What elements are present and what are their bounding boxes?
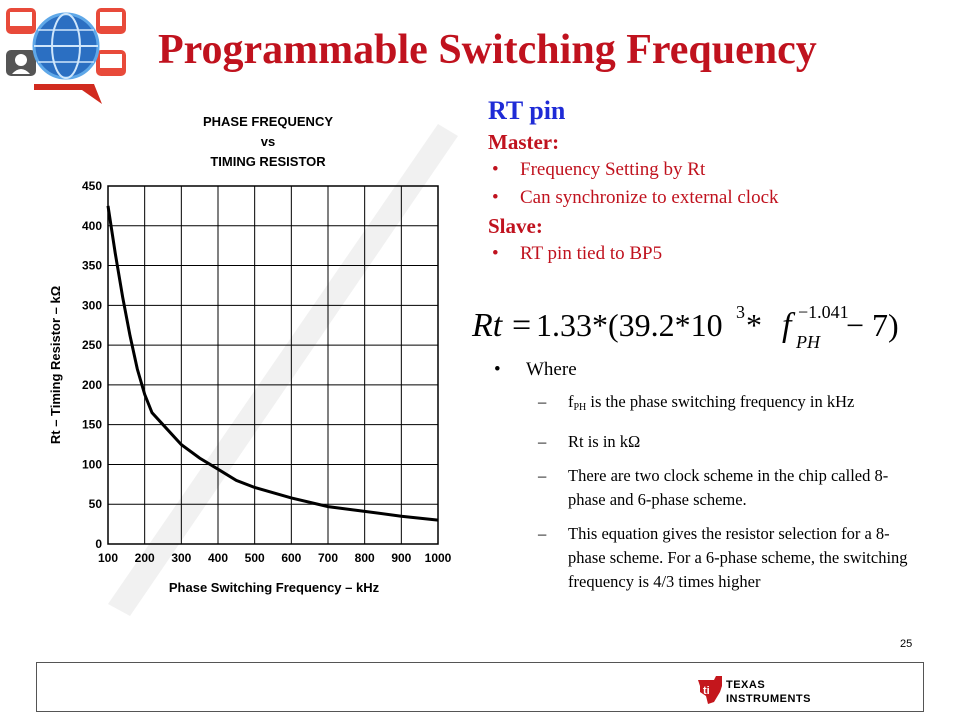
- where-heading: Where: [490, 356, 920, 384]
- x-tick-label: 400: [208, 551, 228, 565]
- y-tick-label: 450: [82, 179, 102, 193]
- equation-f: f: [782, 307, 796, 344]
- y-tick-label: 50: [89, 497, 103, 511]
- master-bullet-frequency: Frequency Setting by Rt: [488, 156, 928, 184]
- x-tick-label: 100: [98, 551, 118, 565]
- x-tick-label: 800: [355, 551, 375, 565]
- equation-f-sub: PH: [795, 332, 821, 352]
- y-tick-label: 300: [82, 298, 102, 312]
- phase-frequency-chart: PHASE FREQUENCY vs TIMING RESISTOR 100 20…: [48, 114, 458, 616]
- y-tick-label: 400: [82, 219, 102, 233]
- equation-rhs-a: 1.33*(39.2*10: [536, 307, 723, 343]
- watermark: [108, 124, 458, 616]
- rt-equation: Rt = 1.33*(39.2*10 3 * f PH −1.041 − 7): [471, 302, 899, 352]
- equation-lhs: Rt: [471, 307, 504, 344]
- chart-title-line-3: TIMING RESISTOR: [210, 154, 326, 169]
- chart-title-line-1: PHASE FREQUENCY: [203, 114, 333, 129]
- x-tick-label: 700: [318, 551, 338, 565]
- x-axis-label: Phase Switching Frequency – kHz: [169, 580, 380, 595]
- page-number: 25: [900, 638, 913, 650]
- ti-logo-line2: Instruments: [726, 693, 811, 705]
- master-label: Master:: [488, 130, 560, 154]
- master-bullets: Frequency Setting by Rt Can synchronize …: [488, 156, 928, 212]
- equation-rhs-c: − 7): [846, 307, 899, 343]
- rt-pin-section: RT pin Master: Frequency Setting by Rt C…: [488, 96, 928, 268]
- slave-bullet-bp5: RT pin tied to BP5: [488, 240, 928, 268]
- where-item-clock-scheme: There are two clock scheme in the chip c…: [490, 464, 920, 512]
- slave-bullets: RT pin tied to BP5: [488, 240, 928, 268]
- x-tick-label: 500: [245, 551, 265, 565]
- slave-label: Slave:: [488, 214, 543, 238]
- y-tick-label: 0: [95, 537, 102, 551]
- where-item-fph-f: f: [568, 392, 574, 411]
- where-item-fph-rest: is the phase switching frequency in kHz: [586, 392, 855, 411]
- equation-rhs-b: *: [746, 307, 762, 343]
- x-tick-label: 600: [281, 551, 301, 565]
- y-axis-label: Rt – Timing Resistor – kΩ: [48, 286, 63, 444]
- x-tick-label: 900: [391, 551, 411, 565]
- footer-bar: [36, 662, 924, 712]
- y-tick-label: 200: [82, 378, 102, 392]
- y-tick-label: 350: [82, 259, 102, 273]
- chart-grid: [107, 185, 439, 545]
- ti-logo-line1: Texas: [726, 679, 765, 691]
- x-tick-label: 1000: [425, 551, 452, 565]
- where-item-rt: Rt is in kΩ: [490, 430, 920, 454]
- x-tick-label: 200: [135, 551, 155, 565]
- equation-eq: =: [512, 307, 531, 344]
- chart-ticks: 100 200 300 400 500 600 700 800 900 1000 0 50 100 150…: [82, 179, 452, 565]
- where-section: Where fPH is the phase switching frequen…: [490, 356, 920, 604]
- rt-pin-heading: RT pin: [488, 96, 566, 125]
- ti-logo-icon: ti Texas Instruments: [698, 676, 811, 705]
- page-title: Programmable Switching Frequency: [158, 27, 817, 73]
- chart-title-line-2: vs: [261, 134, 275, 149]
- where-item-fph-sub: PH: [573, 402, 587, 413]
- y-tick-label: 250: [82, 338, 102, 352]
- equation-exp-f: −1.041: [798, 302, 849, 322]
- svg-text:ti: ti: [703, 685, 710, 697]
- series-line: [106, 205, 439, 522]
- where-item-8phase: This equation gives the resistor selecti…: [490, 522, 920, 594]
- equation-exp-3: 3: [736, 302, 745, 322]
- y-tick-label: 150: [82, 418, 102, 432]
- master-bullet-sync: Can synchronize to external clock: [488, 184, 928, 212]
- y-tick-label: 100: [82, 457, 102, 471]
- network-globe-logo-icon: [6, 8, 126, 104]
- x-tick-label: 300: [171, 551, 191, 565]
- where-item-fph: fPH is the phase switching frequency in …: [490, 390, 920, 420]
